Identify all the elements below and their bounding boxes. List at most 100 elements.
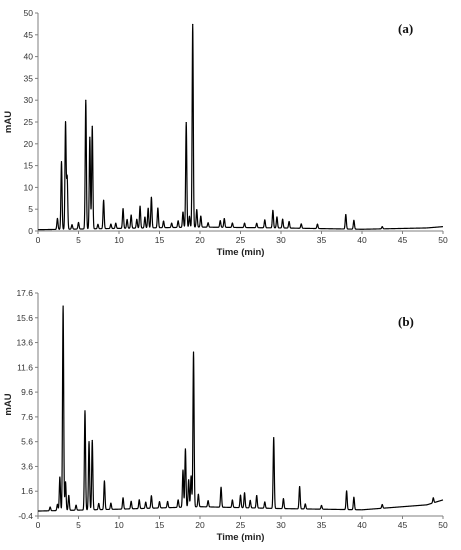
peak-point bbox=[288, 220, 290, 223]
peak-point bbox=[197, 493, 199, 495]
peak-point bbox=[145, 501, 147, 503]
y-tick-label: 11.6 bbox=[17, 362, 33, 372]
peak-point bbox=[345, 214, 347, 216]
peak-point bbox=[75, 504, 77, 506]
peak-point bbox=[122, 497, 124, 499]
peak-point bbox=[220, 486, 222, 488]
x-axis-title: Time (min) bbox=[217, 532, 265, 543]
peak-point bbox=[264, 219, 266, 221]
peak-point bbox=[91, 439, 93, 442]
y-tick-label: 15 bbox=[24, 161, 34, 171]
peak-point bbox=[231, 222, 233, 224]
y-tick-label: 40 bbox=[24, 52, 34, 62]
x-tick-label: 40 bbox=[357, 520, 367, 530]
peak-point bbox=[276, 216, 278, 218]
x-tick-label: 0 bbox=[36, 520, 41, 530]
peak-point bbox=[84, 410, 86, 412]
peak-point bbox=[103, 480, 106, 482]
x-tick-label: 30 bbox=[276, 520, 286, 530]
y-tick-label: 50 bbox=[24, 8, 34, 18]
peak-point bbox=[177, 499, 179, 501]
y-tick-label: 9.6 bbox=[21, 387, 33, 397]
panel-label: (b) bbox=[398, 314, 414, 329]
chart-panel-a: 0 5 10 15 20 25 30 35 40 45 50 0 5 10 15 20 25 30 35 40 45 50… bbox=[3, 8, 448, 258]
x-tick-label: 50 bbox=[438, 235, 448, 245]
y-tick-label: 13.6 bbox=[16, 338, 33, 348]
peak-point bbox=[282, 218, 284, 220]
panel-label: (a) bbox=[398, 21, 413, 36]
peak-point bbox=[196, 209, 198, 211]
peak-point bbox=[66, 176, 68, 178]
y-tick-label: 5.6 bbox=[21, 437, 33, 447]
y-tick-label: 10 bbox=[24, 182, 34, 192]
peak-point bbox=[157, 207, 159, 209]
x-tick-label: 40 bbox=[357, 235, 367, 245]
peak-point bbox=[249, 499, 251, 502]
peak-point bbox=[150, 196, 152, 198]
peak-point bbox=[273, 437, 275, 439]
x-tick-label: 45 bbox=[398, 235, 408, 245]
peak-point bbox=[239, 494, 242, 496]
peak-point bbox=[88, 441, 90, 443]
y-tick-label: -0.4 bbox=[18, 511, 33, 521]
peak-point bbox=[200, 215, 202, 217]
peak-point bbox=[304, 503, 306, 505]
peak-point bbox=[62, 305, 64, 307]
x-tick-label: 15 bbox=[155, 520, 165, 530]
peak-point bbox=[97, 223, 99, 225]
y-tick-label: 20 bbox=[24, 139, 34, 149]
peak-point bbox=[432, 497, 434, 499]
y-tick-label: 1.6 bbox=[21, 486, 33, 496]
peak-point bbox=[256, 495, 258, 497]
peak-point bbox=[126, 218, 128, 221]
peak-point bbox=[177, 220, 179, 222]
peak-point bbox=[381, 226, 383, 228]
peak-point bbox=[91, 125, 93, 127]
peak-point bbox=[64, 481, 67, 483]
peak-point bbox=[190, 475, 192, 477]
x-tick-label: 30 bbox=[276, 235, 286, 245]
peak-point bbox=[182, 469, 184, 471]
y-tick-label: 30 bbox=[24, 95, 34, 105]
peak-point bbox=[147, 207, 149, 209]
peak-point bbox=[122, 208, 124, 210]
peak-point bbox=[103, 199, 105, 201]
y-tick-label: 15.6 bbox=[16, 313, 33, 323]
peak-point bbox=[231, 499, 233, 501]
x-tick-label: 10 bbox=[114, 520, 124, 530]
y-tick-label: 7.6 bbox=[21, 412, 33, 422]
chart-panel-b: -0.4 1.6 3.6 5.6 7.6 9.6 11.6 13.6 15.6 17.6 0 5 10 1… bbox=[3, 288, 448, 543]
peak-point bbox=[136, 218, 138, 220]
peak-point bbox=[171, 222, 173, 224]
peak-point bbox=[139, 205, 141, 207]
peak-point bbox=[138, 499, 140, 501]
peak-point bbox=[77, 221, 80, 224]
peak-point bbox=[56, 217, 59, 220]
peak-point bbox=[243, 492, 246, 494]
peak-point bbox=[192, 351, 195, 353]
chromatogram-trace bbox=[37, 23, 444, 231]
peak-point bbox=[223, 218, 225, 220]
x-tick-label: 25 bbox=[236, 235, 246, 245]
peak-point bbox=[71, 224, 73, 226]
peak-point bbox=[130, 500, 132, 502]
peak-point bbox=[158, 501, 161, 503]
peak-point bbox=[89, 136, 91, 138]
peak-point bbox=[167, 500, 169, 503]
peak-point bbox=[144, 216, 146, 218]
x-tick-label: 25 bbox=[236, 520, 246, 530]
peak-point bbox=[64, 121, 67, 124]
peak-point bbox=[192, 23, 194, 26]
peak-point bbox=[264, 501, 266, 503]
y-tick-label: 3.6 bbox=[21, 461, 33, 471]
peak-point bbox=[150, 495, 152, 497]
x-tick-label: 0 bbox=[36, 235, 41, 245]
y-axis-title: mAU bbox=[3, 393, 14, 415]
x-tick-label: 5 bbox=[76, 520, 81, 530]
chromatogram-trace bbox=[37, 305, 444, 512]
peak-point bbox=[68, 494, 70, 497]
peak-point bbox=[60, 161, 63, 163]
x-tick-label: 10 bbox=[114, 235, 124, 245]
x-tick-label: 35 bbox=[317, 235, 327, 245]
